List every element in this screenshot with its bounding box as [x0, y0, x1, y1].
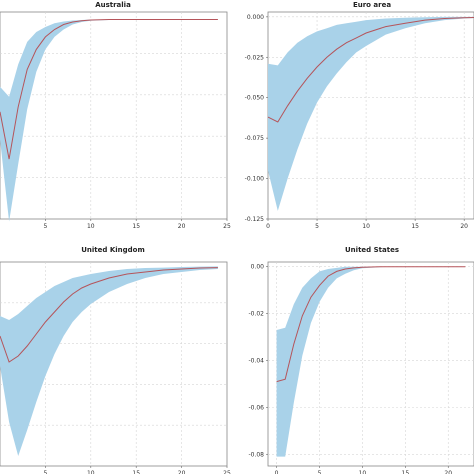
- panel-title: United States: [345, 246, 399, 254]
- x-tick-label: 5: [43, 470, 47, 474]
- x-tick-label: 0: [275, 470, 279, 474]
- x-tick-label: 15: [411, 223, 419, 230]
- x-tick-label: 0: [266, 223, 270, 230]
- median-response-line: [267, 16, 474, 123]
- x-tick-label: 10: [87, 223, 95, 230]
- panel-title: Euro area: [353, 1, 391, 9]
- confidence-band: [0, 266, 218, 456]
- x-tick-label: 25: [223, 223, 231, 230]
- x-tick-label: 10: [362, 223, 370, 230]
- y-tick-label: -0.08: [248, 451, 264, 458]
- median-response-line: [276, 266, 466, 383]
- y-tick-label: -0.04: [248, 357, 264, 364]
- confidence-band: [0, 19, 218, 222]
- x-tick-label: 20: [444, 470, 452, 474]
- y-tick-label: -0.06: [248, 404, 264, 411]
- x-tick-label: 20: [178, 470, 186, 474]
- plot-frame: [0, 261, 228, 467]
- x-tick-label: 15: [132, 223, 140, 230]
- y-tick-label: -0.125: [245, 216, 265, 223]
- panel-2: United Kingdom 5 10 15 20 25: [0, 246, 231, 474]
- y-tick-label: -0.02: [248, 311, 264, 318]
- x-tick-label: 15: [402, 470, 410, 474]
- y-tick-label: 0.000: [247, 14, 264, 21]
- y-tick-label: -0.025: [245, 54, 265, 61]
- median-response-line: [0, 19, 218, 160]
- x-tick-label: 5: [315, 223, 319, 230]
- panel-1: Euro area 0 5 10 15 20 0.000 -0.025 -0.050 -0.075…: [245, 1, 474, 230]
- x-tick-label: 15: [132, 470, 140, 474]
- plot-frame: [267, 261, 474, 467]
- y-tick-label: -0.075: [245, 135, 265, 142]
- x-tick-label: 5: [43, 223, 47, 230]
- panel-3: United States 0 5 10 15 20 0.00 -0.02 -0.04 -0.06…: [248, 246, 474, 474]
- panel-title: Australia: [95, 1, 131, 9]
- confidence-band: [276, 266, 466, 457]
- x-tick-label: 5: [318, 470, 322, 474]
- x-tick-label: 25: [223, 470, 231, 474]
- panel-title: United Kingdom: [81, 246, 145, 254]
- median-response-line: [0, 267, 218, 363]
- plot-frame: [0, 11, 228, 220]
- x-tick-label: 10: [359, 470, 367, 474]
- x-tick-label: 20: [460, 223, 468, 230]
- confidence-band: [268, 16, 474, 211]
- x-tick-label: 10: [87, 470, 95, 474]
- panel-0: Australia 5 10 15 20 25: [0, 1, 231, 230]
- x-tick-label: 20: [178, 223, 186, 230]
- y-tick-label: -0.100: [245, 176, 265, 183]
- y-tick-label: -0.050: [245, 95, 265, 102]
- y-tick-label: 0.00: [251, 264, 265, 271]
